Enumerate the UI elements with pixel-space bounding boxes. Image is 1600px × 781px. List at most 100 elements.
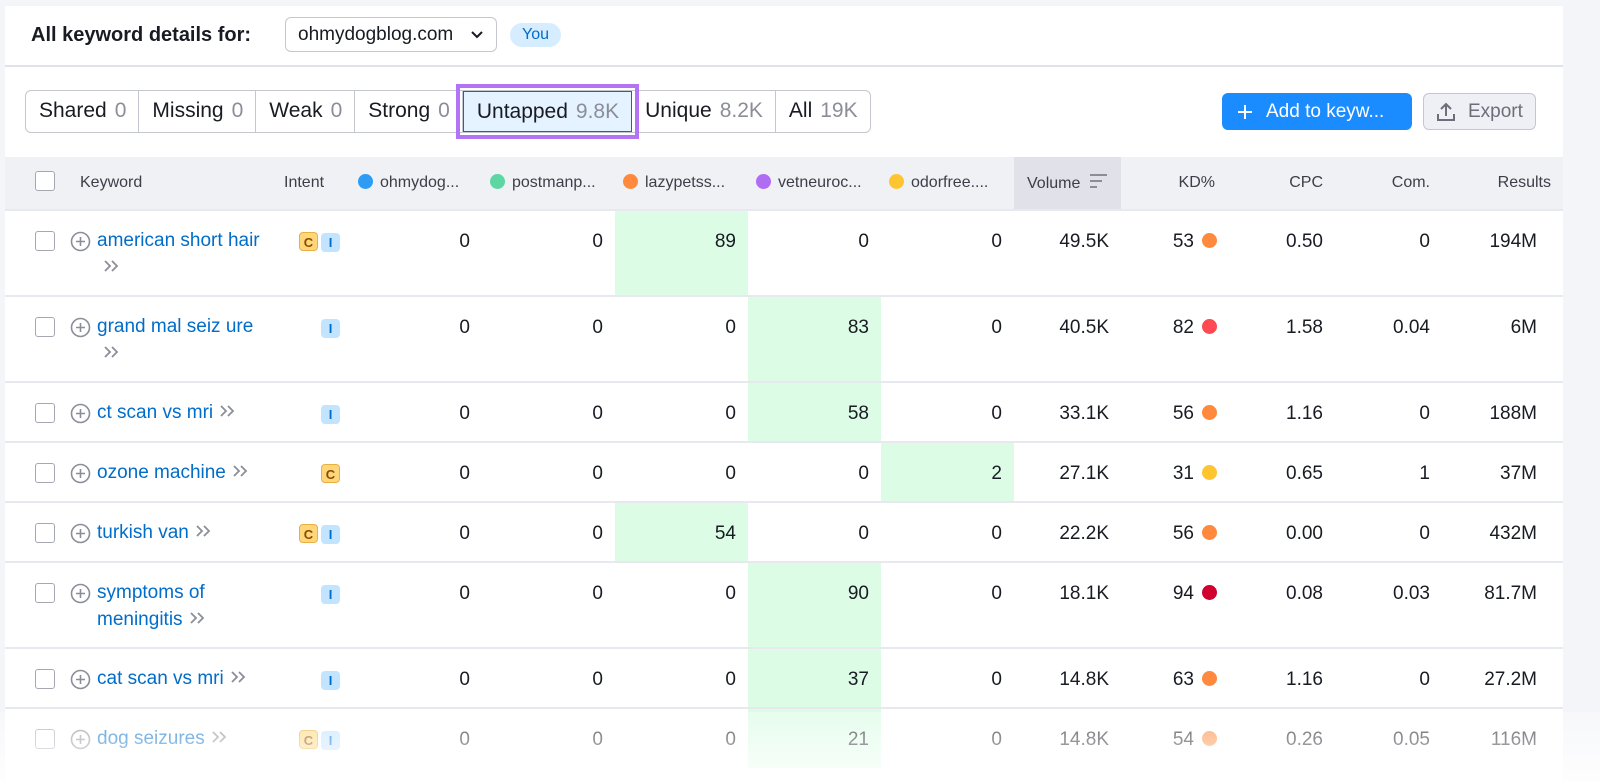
position-cell: 0 [350,209,482,296]
results-cell: 27.2M [1442,647,1563,708]
keyword: turkish van [97,522,189,543]
com-cell: 0.04 [1335,295,1442,382]
position-cell: 58 [748,381,881,442]
add-icon[interactable] [70,583,91,604]
keyword-table: Keyword Intent ohmydog... postmanp... lazype… [5,157,1563,768]
checkbox[interactable] [35,403,55,423]
keyword-link[interactable]: grand mal seiz ure [97,313,268,367]
open-icon [196,525,211,537]
position-cell: 0 [482,381,615,442]
add-icon[interactable] [70,231,91,252]
results-cell: 81.7M [1442,561,1563,648]
keyword-link[interactable]: cat scan vs mri [97,665,268,692]
volume-cell: 22.2K [1014,501,1121,562]
table-row: turkish van C I 0 0 54 0 0 22.2K 56 0.00 0 432M [5,501,1563,562]
position-cell: 37 [748,647,881,708]
open-icon [104,260,119,272]
keyword-cell: grand mal seiz ure [70,295,280,382]
table-row: ozone machine C 0 0 0 0 2 27.1K 31 0.65 1 37M [5,441,1563,502]
volume-cell: 18.1K [1014,561,1121,648]
intent-badge: I [321,405,340,424]
cpc-cell: 0.50 [1235,209,1335,296]
com-cell: 0 [1335,381,1442,442]
tab[interactable]: Strong 0 [355,91,463,132]
tab[interactable]: Missing 0 [139,91,257,132]
tab[interactable]: Unique 8.2K [632,91,776,132]
com-cell: 0 [1335,501,1442,562]
kd-dot [1202,405,1217,420]
add-icon[interactable] [70,403,91,424]
competitor-header: postmanp... [482,157,615,210]
tab[interactable]: All 19K [776,91,870,132]
table-row: ct scan vs mri I 0 0 0 58 0 33.1K 56 1.16 0 188M [5,381,1563,442]
cpc-cell: 0.00 [1235,501,1335,562]
position-cell: 0 [482,561,615,648]
add-icon[interactable] [70,669,91,690]
tab-name: Unique [645,99,712,122]
open-icon [104,346,119,358]
add-icon[interactable] [70,463,91,484]
position-cell: 0 [350,501,482,562]
kd-value: 56 [1172,403,1194,424]
column-header: CPC [1235,157,1335,210]
column-header: Com. [1335,157,1442,210]
keyword-link[interactable]: turkish van [97,519,268,546]
add-icon[interactable] [70,317,91,338]
open-icon [189,612,204,624]
intent-badge: C [321,464,340,483]
checkbox[interactable] [35,583,55,603]
keyword-link[interactable]: symptoms of meningitis [97,579,268,633]
add-button[interactable]: Add to keyw... [1222,93,1412,130]
export-button[interactable]: Export [1423,93,1536,130]
checkbox[interactable] [35,523,55,543]
keyword-cell: american short hair [70,209,280,296]
keyword-link[interactable]: ct scan vs mri [97,399,268,426]
results-cell: 37M [1442,441,1563,502]
add-icon[interactable] [70,523,91,544]
competitor-name: lazypetss... [645,174,726,191]
tab-count: 0 [114,99,127,122]
results-cell: 194M [1442,209,1563,296]
kd-cell: 82 [1121,295,1235,382]
checkbox[interactable] [35,669,55,689]
competitor-name: vetneuroc... [778,174,862,191]
position-cell: 54 [615,501,748,562]
checkbox[interactable] [35,231,55,251]
you-badge: You [510,23,561,47]
volume-cell: 33.1K [1014,381,1121,442]
tab[interactable]: Weak 0 [256,91,356,132]
position-cell: 83 [748,295,881,382]
plus-icon [1238,105,1252,119]
cpc-cell: 0.08 [1235,561,1335,648]
domain-select[interactable]: ohmydogblog.com [285,17,497,52]
position-cell: 0 [881,501,1014,562]
kd-value: 82 [1172,317,1194,338]
tab[interactable]: Untapped 9.8K [455,84,640,139]
keyword: american short hair [97,230,260,251]
intent-badge: I [321,585,340,604]
sort-icon [1090,173,1108,188]
tab-name: Weak [269,99,323,122]
position-cell: 0 [615,381,748,442]
volume-cell: 49.5K [1014,209,1121,296]
tab[interactable]: Shared 0 [26,91,140,132]
position-cell: 0 [350,441,482,502]
select-cell [5,501,70,562]
cpc-cell: 1.16 [1235,381,1335,442]
intent-cell: C [280,441,350,502]
checkbox[interactable] [35,317,55,337]
tab-count: 0 [438,99,450,122]
competitor-name: odorfree.... [911,174,989,191]
keyword-link[interactable]: american short hair [97,227,268,281]
open-icon [231,671,245,683]
position-cell: 0 [615,441,748,502]
keyword-link[interactable]: ozone machine [97,459,268,486]
kd-cell: 63 [1121,647,1235,708]
checkbox[interactable] [35,463,55,483]
checkbox[interactable] [35,170,55,191]
select-cell [5,441,70,502]
position-cell: 0 [615,647,748,708]
position-cell: 0 [482,501,615,562]
